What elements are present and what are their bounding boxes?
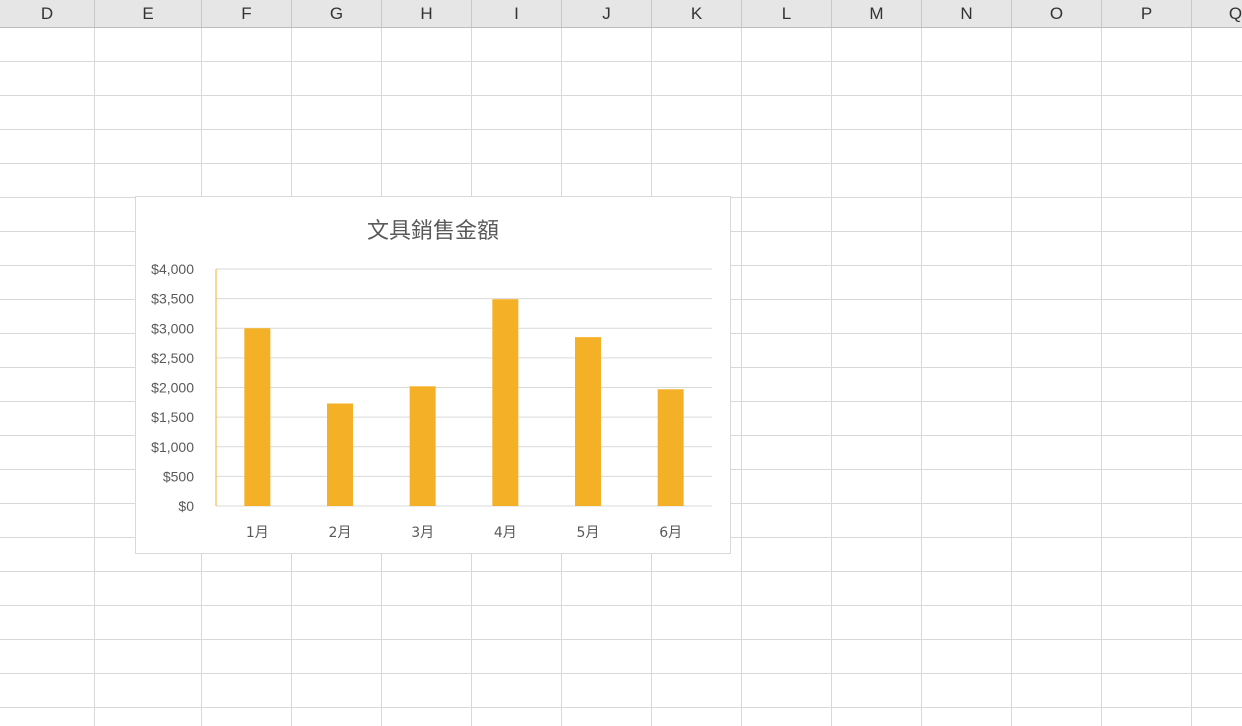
- row-gridline: [0, 571, 1242, 572]
- y-tick-label: $1,000: [151, 439, 194, 455]
- row-gridline: [0, 639, 1242, 640]
- y-tick-label: $3,000: [151, 320, 194, 336]
- row-gridline: [0, 605, 1242, 606]
- chart-title: 文具銷售金額: [367, 219, 499, 244]
- y-tick-label: $500: [163, 468, 194, 484]
- column-header-q[interactable]: Q: [1192, 0, 1242, 27]
- bar-chart: 文具銷售金額 $0 $500 $1,000 $1,500 $2,000 $2,500 $3,…: [151, 219, 712, 541]
- column-gridline: [1191, 28, 1192, 726]
- x-tick-label: 5月: [577, 525, 600, 541]
- column-header-k[interactable]: K: [652, 0, 742, 27]
- bar-1月: [244, 328, 271, 506]
- column-header-o[interactable]: O: [1012, 0, 1102, 27]
- bar-4月: [492, 299, 519, 506]
- y-tick-label: $3,500: [151, 291, 194, 307]
- column-header-l[interactable]: L: [742, 0, 832, 27]
- y-tick-label: $2,000: [151, 380, 194, 396]
- bar-3月: [409, 386, 436, 506]
- row-gridline: [0, 707, 1242, 708]
- column-header-d[interactable]: D: [0, 0, 95, 27]
- column-gridline: [741, 28, 742, 726]
- column-gridline: [94, 28, 95, 726]
- column-header-j[interactable]: J: [562, 0, 652, 27]
- bar-6月: [657, 389, 684, 506]
- column-gridline: [921, 28, 922, 726]
- column-header-n[interactable]: N: [922, 0, 1012, 27]
- x-tick-label: 1月: [246, 525, 269, 541]
- column-header-i[interactable]: I: [472, 0, 562, 27]
- x-tick-label: 6月: [659, 525, 682, 541]
- x-tick-label: 3月: [411, 525, 434, 541]
- y-tick-label: $2,500: [151, 350, 194, 366]
- row-gridline: [0, 163, 1242, 164]
- row-gridline: [0, 61, 1242, 62]
- y-tick-label: $0: [178, 498, 194, 514]
- row-gridline: [0, 95, 1242, 96]
- column-header-p[interactable]: P: [1102, 0, 1192, 27]
- x-tick-label: 4月: [494, 525, 517, 541]
- row-gridline: [0, 673, 1242, 674]
- column-gridline: [1101, 28, 1102, 726]
- column-gridline: [831, 28, 832, 726]
- bar-5月: [575, 337, 601, 506]
- column-gridline: [1011, 28, 1012, 726]
- column-header-f[interactable]: F: [202, 0, 292, 27]
- column-header-e[interactable]: E: [95, 0, 202, 27]
- column-header-g[interactable]: G: [292, 0, 382, 27]
- y-tick-label: $4,000: [151, 261, 194, 277]
- bar-2月: [327, 403, 353, 506]
- y-tick-label: $1,500: [151, 409, 194, 425]
- x-tick-label: 2月: [329, 525, 352, 541]
- column-header-m[interactable]: M: [832, 0, 922, 27]
- chart-object[interactable]: 文具銷售金額 $0 $500 $1,000 $1,500 $2,000 $2,500 $3,…: [135, 196, 731, 554]
- row-gridline: [0, 129, 1242, 130]
- column-header-h[interactable]: H: [382, 0, 472, 27]
